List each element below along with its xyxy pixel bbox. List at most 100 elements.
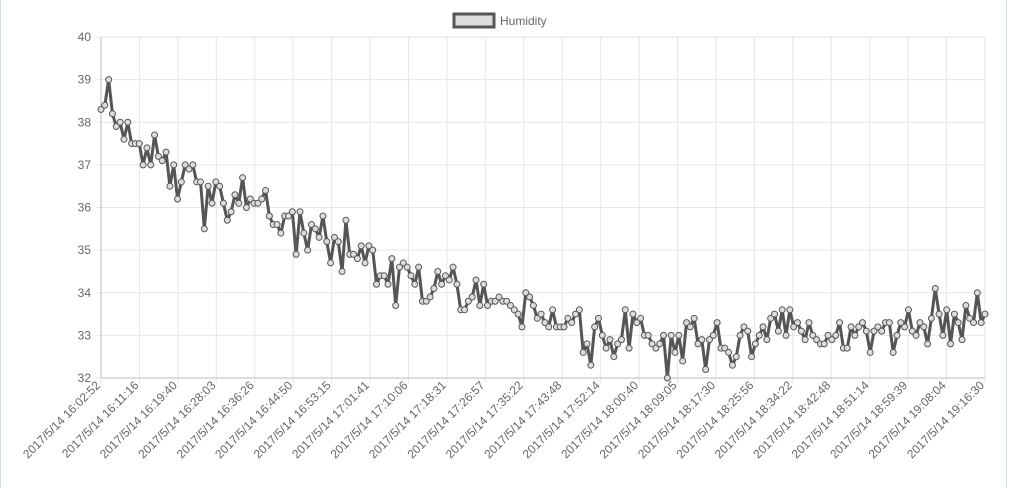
data-point[interactable] [862,327,870,335]
data-point[interactable] [273,221,281,229]
data-point[interactable] [924,340,932,348]
data-point[interactable] [771,310,779,318]
data-point[interactable] [583,340,591,348]
legend[interactable]: Humidity [452,12,547,29]
data-point[interactable] [778,306,786,314]
data-point[interactable] [656,340,664,348]
data-point[interactable] [859,319,867,327]
data-point[interactable] [675,331,683,339]
data-point[interactable] [476,302,484,310]
data-point[interactable] [189,161,197,169]
data-point[interactable] [713,319,721,327]
data-point[interactable] [832,331,840,339]
data-point[interactable] [648,340,656,348]
data-point[interactable] [438,280,446,288]
data-point[interactable] [667,331,675,339]
data-point[interactable] [931,284,939,292]
data-point[interactable] [874,323,882,331]
data-point[interactable] [644,331,652,339]
data-point[interactable] [736,331,744,339]
data-point[interactable] [958,336,966,344]
data-point[interactable] [740,323,748,331]
data-point[interactable] [300,229,308,237]
data-point[interactable] [116,118,124,126]
data-point[interactable] [503,297,511,305]
data-point[interactable] [330,233,338,241]
data-point[interactable] [652,344,660,352]
data-point[interactable] [265,212,273,220]
data-point[interactable] [204,182,212,190]
data-point[interactable] [568,319,576,327]
data-point[interactable] [120,135,128,143]
data-point[interactable] [246,195,254,203]
data-point[interactable] [950,310,958,318]
data-point[interactable] [587,361,595,369]
data-point[interactable] [518,323,526,331]
data-point[interactable] [617,336,625,344]
data-point[interactable] [219,199,227,207]
data-point[interactable] [342,216,350,224]
data-point[interactable] [683,319,691,327]
data-point[interactable] [533,314,541,322]
data-point[interactable] [403,263,411,271]
data-point[interactable] [728,361,736,369]
data-point[interactable] [564,314,572,322]
data-point[interactable] [836,319,844,327]
data-point[interactable] [411,280,419,288]
data-point[interactable] [912,331,920,339]
data-point[interactable] [288,208,296,216]
data-point[interactable] [135,140,143,148]
data-point[interactable] [694,340,702,348]
data-point[interactable] [702,365,710,373]
data-point[interactable] [139,161,147,169]
data-point[interactable] [671,348,679,356]
data-point[interactable] [434,267,442,275]
data-point[interactable] [751,340,759,348]
data-point[interactable] [625,344,633,352]
data-point[interactable] [468,293,476,301]
data-point[interactable] [748,353,756,361]
data-point[interactable] [441,272,449,280]
data-point[interactable] [181,161,189,169]
data-point[interactable] [767,314,775,322]
data-point[interactable] [154,152,162,160]
data-point[interactable] [112,123,120,131]
data-point[interactable] [143,144,151,152]
data-point[interactable] [285,212,293,220]
data-point[interactable] [395,263,403,271]
data-point[interactable] [591,323,599,331]
data-point[interactable] [602,344,610,352]
data-point[interactable] [824,331,832,339]
data-point[interactable] [315,233,323,241]
data-point[interactable] [292,250,300,258]
data-point[interactable] [606,336,614,344]
data-point[interactable] [755,331,763,339]
data-point[interactable] [732,353,740,361]
data-point[interactable] [262,186,270,194]
data-point[interactable] [174,195,182,203]
data-point[interactable] [594,314,602,322]
data-point[interactable] [954,319,962,327]
data-point[interactable] [633,319,641,327]
data-point[interactable] [721,344,729,352]
data-point[interactable] [698,336,706,344]
data-point[interactable] [461,306,469,314]
data-point[interactable] [916,319,924,327]
data-point[interactable] [407,272,415,280]
data-point[interactable] [399,259,407,267]
data-point[interactable] [920,323,928,331]
data-point[interactable] [208,199,216,207]
data-point[interactable] [901,323,909,331]
data-point[interactable] [690,314,698,322]
data-point[interactable] [365,242,373,250]
data-point[interactable] [679,357,687,365]
data-point[interactable] [430,284,438,292]
data-point[interactable] [170,161,178,169]
data-point[interactable] [805,319,813,327]
data-point[interactable] [843,344,851,352]
data-point[interactable] [575,306,583,314]
data-point[interactable] [977,319,985,327]
data-point[interactable] [939,331,947,339]
data-point[interactable] [820,340,828,348]
data-point[interactable] [380,272,388,280]
